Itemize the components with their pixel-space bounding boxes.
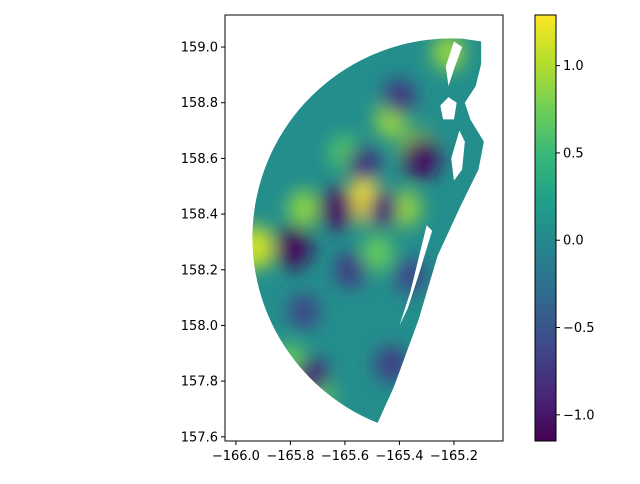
y-tick-label: 158.0 xyxy=(181,319,218,334)
plot-frame xyxy=(224,14,504,442)
y-tick-label: 158.2 xyxy=(181,263,218,278)
field-peaks xyxy=(235,34,465,411)
colorbar-tick-label: 0.5 xyxy=(563,146,584,161)
y-tick-label: 157.8 xyxy=(181,375,218,390)
field-peak-17 xyxy=(383,78,416,116)
y-tick-label: 158.4 xyxy=(181,208,218,223)
y-tick-label: 158.8 xyxy=(181,96,218,111)
field-peak-18 xyxy=(334,251,367,289)
field-peak-21 xyxy=(394,256,427,294)
field-peak-1 xyxy=(235,225,274,270)
field-peak-6 xyxy=(288,190,321,227)
field-background xyxy=(225,15,503,441)
field-peak-13 xyxy=(317,186,356,231)
x-tick-label: −165.8 xyxy=(266,449,314,464)
x-tick-label: −165.2 xyxy=(430,449,478,464)
colorbar-tick-label: 1.0 xyxy=(563,59,584,74)
x-tick-label: −165.4 xyxy=(375,449,423,464)
colorbar-axis: −1.0 −0.5 0.0 0.5 1.0 xyxy=(556,59,595,423)
colorbar-tick-label: 0.0 xyxy=(563,234,584,249)
y-tick-label: 159.0 xyxy=(181,41,218,56)
field-peak-4 xyxy=(432,34,465,71)
x-axis: −166.0 −165.8 −165.6 −165.4 −165.2 xyxy=(212,441,478,464)
field-peak-9 xyxy=(361,234,394,272)
colorbar-tick-label: −1.0 xyxy=(563,408,595,423)
colorbar-tick-label: −0.5 xyxy=(563,321,595,336)
x-tick-label: −166.0 xyxy=(212,449,260,464)
colorbar xyxy=(534,14,557,442)
y-tick-label: 158.6 xyxy=(181,152,218,167)
field-peak-15 xyxy=(296,357,329,394)
field-peak-14 xyxy=(367,190,400,227)
field-peak-12 xyxy=(402,136,441,181)
y-axis: 157.6 157.8 158.0 158.2 158.4 158.6 158.8 159.0 xyxy=(181,41,225,445)
field-peak-11 xyxy=(274,225,313,270)
field-peak-19 xyxy=(375,346,408,383)
field-peak-16 xyxy=(348,145,380,183)
field-peak-20 xyxy=(288,293,321,330)
y-tick-label: 157.6 xyxy=(181,430,218,445)
x-tick-label: −165.6 xyxy=(321,449,369,464)
